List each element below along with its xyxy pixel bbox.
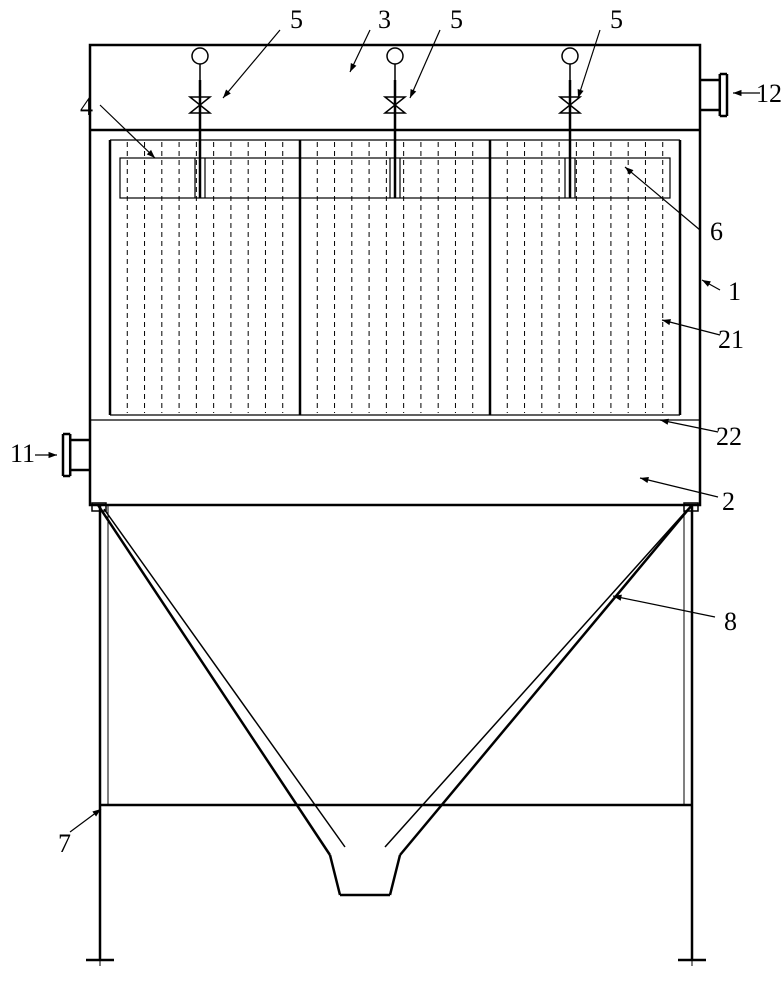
label-l12: 12	[756, 79, 782, 108]
label-l7: 7	[58, 829, 71, 858]
label-l5b: 5	[450, 5, 463, 34]
label-l5c: 5	[610, 5, 623, 34]
label-l21: 21	[718, 325, 744, 354]
label-l22: 22	[716, 422, 742, 451]
label-l1: 1	[728, 277, 741, 306]
label-l4: 4	[80, 92, 93, 121]
label-l3: 3	[378, 5, 391, 34]
label-l11: 11	[10, 439, 35, 468]
label-l5a: 5	[290, 5, 303, 34]
label-l2: 2	[722, 487, 735, 516]
label-l6: 6	[710, 217, 723, 246]
label-l8: 8	[724, 607, 737, 636]
